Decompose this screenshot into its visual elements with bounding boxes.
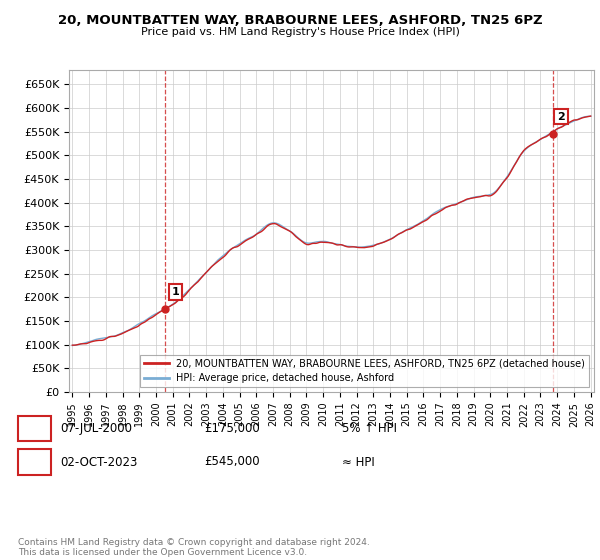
Text: 1: 1 [31,422,38,435]
Text: £175,000: £175,000 [204,422,260,435]
Text: Contains HM Land Registry data © Crown copyright and database right 2024.
This d: Contains HM Land Registry data © Crown c… [18,538,370,557]
Text: 07-JUL-2000: 07-JUL-2000 [60,422,132,435]
Legend: 20, MOUNTBATTEN WAY, BRABOURNE LEES, ASHFORD, TN25 6PZ (detached house), HPI: Av: 20, MOUNTBATTEN WAY, BRABOURNE LEES, ASH… [140,354,589,387]
Text: 5% ↑ HPI: 5% ↑ HPI [342,422,397,435]
Text: £545,000: £545,000 [204,455,260,469]
Text: Price paid vs. HM Land Registry's House Price Index (HPI): Price paid vs. HM Land Registry's House … [140,27,460,37]
Text: 20, MOUNTBATTEN WAY, BRABOURNE LEES, ASHFORD, TN25 6PZ: 20, MOUNTBATTEN WAY, BRABOURNE LEES, ASH… [58,14,542,27]
Text: 2: 2 [31,455,38,469]
Text: 2: 2 [557,112,565,122]
Text: 02-OCT-2023: 02-OCT-2023 [60,455,137,469]
Text: 1: 1 [172,287,179,297]
Text: ≈ HPI: ≈ HPI [342,455,375,469]
